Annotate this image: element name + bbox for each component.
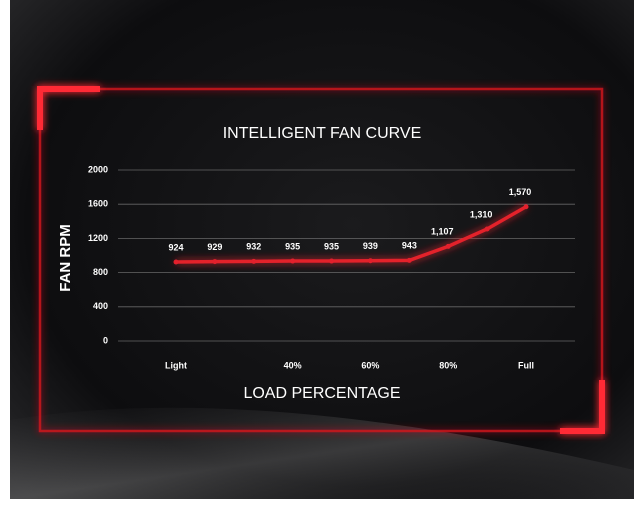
y-tick-label: 1200 (88, 233, 108, 243)
chart-title: INTELLIGENT FAN CURVE (223, 125, 422, 142)
data-label: 1,107 (431, 227, 454, 237)
data-point (484, 226, 490, 232)
data-point (290, 258, 296, 264)
y-tick-label: 400 (93, 301, 108, 311)
data-label: 1,310 (470, 209, 493, 219)
y-tick-label: 0 (103, 335, 108, 345)
frame (38, 87, 604, 433)
data-point (173, 259, 179, 265)
x-tick-label: Light (165, 360, 187, 370)
data-point (329, 258, 335, 264)
data-label: 1,570 (509, 187, 532, 197)
data-label: 943 (402, 241, 417, 251)
data-label: 935 (285, 241, 300, 251)
frame-corners (37, 86, 605, 434)
series-line (175, 205, 527, 264)
data-label: 935 (324, 241, 339, 251)
data-point (406, 257, 412, 263)
data-point (367, 258, 373, 264)
data-label: 929 (207, 242, 222, 252)
x-tick-label: 60% (361, 360, 379, 370)
data-label: 939 (363, 241, 378, 251)
y-tick-label: 1600 (88, 199, 108, 209)
y-tick-label: 800 (93, 267, 108, 277)
data-point (523, 204, 529, 210)
data-label: 932 (246, 242, 261, 252)
data-point (445, 243, 451, 249)
x-tick-label: Full (518, 360, 534, 370)
data-point (251, 258, 257, 264)
data-label: 924 (168, 242, 183, 252)
x-tick-label: 40% (284, 360, 302, 370)
x-tick-label: 80% (439, 360, 457, 370)
x-axis-label: LOAD PERCENTAGE (243, 385, 400, 402)
y-axis-label: FAN RPM (57, 224, 74, 292)
data-point (212, 259, 218, 265)
y-tick-label: 2000 (88, 164, 108, 174)
